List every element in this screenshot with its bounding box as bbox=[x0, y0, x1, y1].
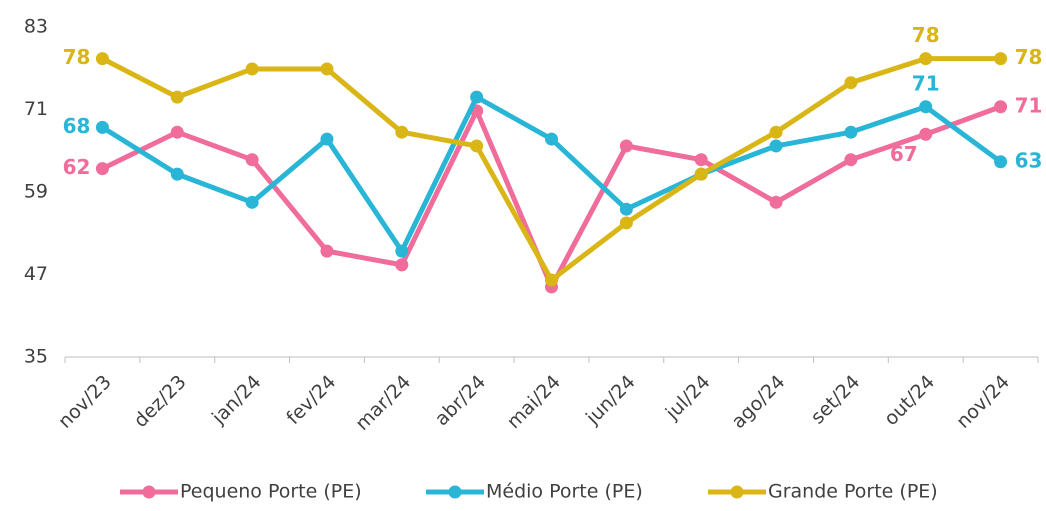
y-tick-label: 59 bbox=[24, 181, 48, 203]
x-tick-label: jan/24 bbox=[207, 371, 265, 429]
value-label: 71 bbox=[912, 71, 940, 95]
x-tick-label: jul/24 bbox=[661, 371, 715, 425]
point bbox=[619, 216, 633, 230]
x-tick-label: out/24 bbox=[880, 371, 939, 430]
x-tick-label: abr/24 bbox=[431, 371, 490, 430]
point bbox=[694, 167, 708, 181]
value-label: 78 bbox=[63, 45, 91, 69]
y-tick-label: 71 bbox=[24, 98, 48, 120]
legend-marker bbox=[142, 485, 156, 499]
point bbox=[545, 273, 558, 287]
legend-label: Médio Porte (PE) bbox=[486, 481, 643, 503]
point bbox=[769, 139, 783, 153]
y-tick-label: 35 bbox=[24, 346, 48, 368]
point bbox=[395, 125, 409, 139]
value-label: 71 bbox=[1015, 93, 1043, 117]
point bbox=[769, 125, 783, 139]
point bbox=[619, 139, 633, 153]
point bbox=[395, 258, 409, 272]
point bbox=[619, 202, 633, 216]
x-tick-label: fev/24 bbox=[282, 371, 340, 429]
point bbox=[694, 153, 708, 167]
x-tick-label: ago/24 bbox=[727, 371, 789, 433]
x-tick-label: mar/24 bbox=[351, 371, 415, 435]
series-line bbox=[101, 94, 1003, 254]
x-tick-label: set/24 bbox=[807, 371, 865, 429]
value-label: 78 bbox=[912, 23, 940, 47]
point bbox=[470, 90, 484, 104]
legend-label: Pequeno Porte (PE) bbox=[180, 481, 362, 503]
y-tick-label: 47 bbox=[24, 263, 48, 285]
point bbox=[170, 125, 184, 139]
point bbox=[170, 167, 184, 181]
x-tick-label: jun/24 bbox=[581, 371, 640, 430]
legend-item: Pequeno Porte (PE) bbox=[120, 481, 362, 503]
point bbox=[245, 153, 259, 167]
legend-marker bbox=[730, 485, 744, 499]
point bbox=[844, 125, 858, 139]
point bbox=[320, 244, 334, 258]
point bbox=[844, 153, 858, 167]
point bbox=[844, 76, 858, 90]
legend-label: Grande Porte (PE) bbox=[768, 481, 938, 503]
point bbox=[245, 62, 259, 76]
legend-marker bbox=[448, 485, 462, 499]
legend-item: Médio Porte (PE) bbox=[426, 481, 643, 503]
point bbox=[994, 100, 1008, 114]
x-tick-label: nov/23 bbox=[54, 371, 116, 433]
value-label: 62 bbox=[63, 155, 91, 179]
value-label: 67 bbox=[890, 142, 918, 166]
point bbox=[769, 195, 783, 209]
point bbox=[245, 195, 259, 209]
point bbox=[320, 62, 334, 76]
x-tick-label: mai/24 bbox=[503, 371, 565, 433]
point bbox=[994, 155, 1008, 169]
point bbox=[95, 52, 109, 66]
point bbox=[470, 139, 484, 153]
value-label: 78 bbox=[1015, 45, 1043, 69]
legend-item: Grande Porte (PE) bbox=[708, 481, 938, 503]
point bbox=[919, 52, 933, 66]
point bbox=[95, 120, 109, 134]
point bbox=[994, 52, 1008, 66]
point bbox=[95, 162, 109, 176]
value-label: 68 bbox=[63, 114, 91, 138]
point bbox=[395, 244, 409, 258]
point bbox=[919, 127, 933, 141]
x-tick-label: dez/23 bbox=[130, 371, 191, 432]
point bbox=[919, 100, 933, 114]
series-line bbox=[101, 56, 1001, 283]
y-tick-label: 83 bbox=[24, 16, 48, 38]
point bbox=[170, 90, 184, 104]
x-tick-label: nov/24 bbox=[952, 371, 1014, 433]
point bbox=[320, 132, 334, 146]
point bbox=[545, 132, 558, 146]
value-label: 63 bbox=[1015, 148, 1043, 172]
